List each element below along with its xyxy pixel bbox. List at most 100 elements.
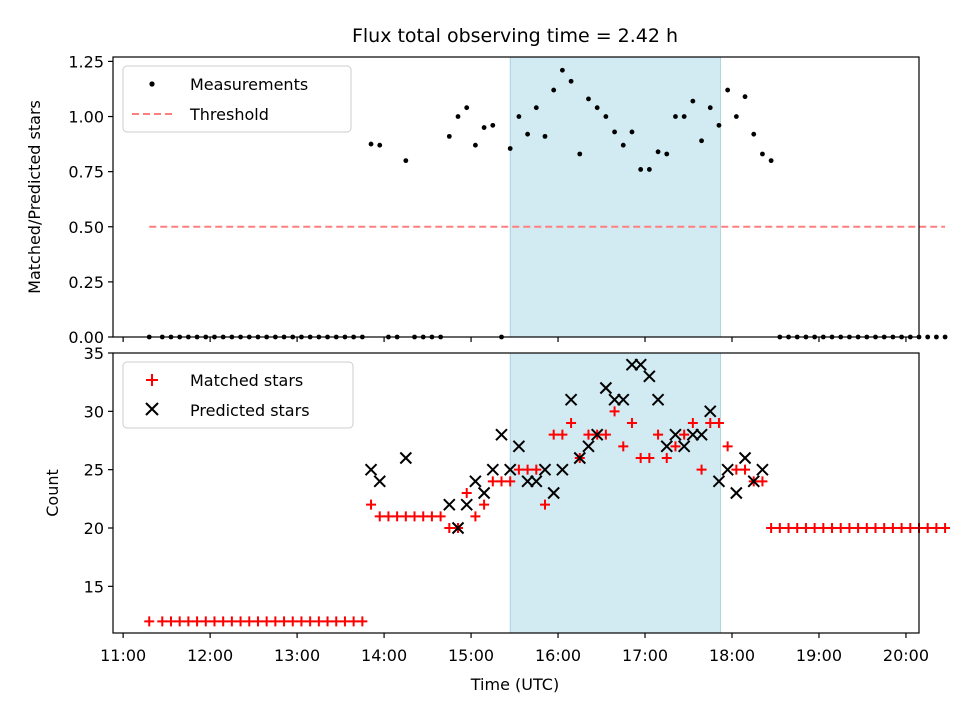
- bottom-legend: Matched stars Predicted stars: [122, 361, 354, 429]
- x-tick-label: 16:00: [535, 646, 581, 665]
- y-tick-label: 0.50: [68, 218, 104, 237]
- predicted-stars-point: [599, 381, 613, 395]
- y-tick-label: 15: [84, 577, 104, 596]
- measurement-point: [603, 114, 609, 119]
- y-tick-label: 0.00: [68, 328, 104, 347]
- matched-stars-point: [740, 464, 751, 475]
- matched-stars-point: [766, 523, 777, 533]
- matched-stars-point: [305, 616, 316, 627]
- measurement-point: [490, 122, 496, 128]
- matched-stars-point: [774, 523, 785, 533]
- matched-stars-point: [165, 616, 176, 627]
- predicted-stars-point: [590, 428, 604, 441]
- predicted-stars-point: [460, 498, 473, 511]
- measurement-point: [681, 114, 687, 119]
- measurement-point: [542, 133, 548, 139]
- predicted-stars-point: [443, 498, 456, 511]
- measurement-point: [525, 131, 530, 137]
- measurement-point: [751, 131, 757, 137]
- matched-stars-point: [357, 616, 368, 627]
- matched-stars-point: [496, 476, 507, 487]
- measurement-point: [377, 142, 383, 148]
- predicted-stars-point: [738, 451, 752, 465]
- measurement-point: [646, 167, 652, 172]
- top-shaded-interval: [509, 56, 721, 338]
- legend-predicted-marker: [145, 402, 159, 416]
- measurement-point: [673, 114, 678, 119]
- matched-stars-point: [679, 429, 690, 440]
- chart-title: Flux total observing time = 2.42 h: [352, 25, 678, 47]
- measurement-point: [455, 114, 461, 119]
- predicted-stars-point: [512, 440, 526, 453]
- top-axes-frame: [112, 56, 920, 338]
- matched-stars-point: [400, 511, 411, 522]
- predicted-stars-point: [530, 475, 543, 488]
- matched-stars-point: [252, 616, 263, 627]
- predicted-stars-point: [712, 475, 726, 488]
- matched-stars-point: [505, 476, 516, 487]
- matched-stars-point: [392, 511, 403, 522]
- matched-stars-point: [661, 453, 672, 463]
- matched-stars-point: [905, 523, 916, 533]
- matched-stars-point: [339, 616, 350, 627]
- measurement-point: [577, 151, 583, 157]
- matched-stars-point: [670, 441, 681, 452]
- predicted-stars-point: [547, 486, 560, 500]
- x-tick-label: 20:00: [883, 646, 929, 665]
- matched-stars-point: [287, 616, 298, 627]
- matched-stars-point: [331, 616, 342, 627]
- matched-stars-point: [313, 616, 324, 627]
- predicted-stars-point: [399, 451, 413, 465]
- measurement-point: [707, 105, 713, 111]
- y-tick-label: 1.00: [68, 108, 104, 127]
- matched-stars-point: [279, 616, 290, 627]
- matched-stars-point: [270, 616, 281, 627]
- matched-stars-point: [479, 499, 490, 510]
- matched-stars-point: [809, 523, 820, 533]
- legend-predicted-label: Predicted stars: [190, 401, 310, 420]
- measurement-point: [507, 146, 513, 151]
- matched-stars-point: [183, 616, 194, 627]
- measurement-point: [760, 151, 765, 157]
- x-tick-label: 11:00: [100, 646, 146, 665]
- x-tick-label: 17:00: [622, 646, 668, 665]
- matched-stars-point: [931, 523, 942, 533]
- predicted-stars-point: [573, 451, 586, 465]
- x-tick-label: 18:00: [709, 646, 755, 665]
- predicted-stars-point: [643, 370, 656, 383]
- measurement-point: [446, 133, 452, 139]
- x-tick-label: 14:00: [361, 646, 407, 665]
- x-tick-label: 13:00: [274, 646, 320, 665]
- matched-stars-point: [261, 616, 272, 627]
- bottom-y-axis-label: Count: [43, 469, 62, 517]
- matched-stars-point: [348, 616, 359, 627]
- legend-threshold-label: Threshold: [189, 105, 269, 124]
- bottom-shaded-interval: [509, 352, 721, 634]
- matched-stars-point: [435, 511, 446, 522]
- legend-measurements-label: Measurements: [190, 75, 308, 94]
- matched-stars-point: [444, 523, 455, 533]
- measurement-point: [742, 94, 748, 100]
- matched-stars-point: [418, 511, 429, 522]
- measurement-point: [690, 98, 696, 104]
- matched-stars-point: [644, 453, 655, 463]
- measurement-point: [664, 151, 670, 157]
- matched-stars-point: [687, 418, 698, 428]
- measurement-point: [620, 142, 626, 148]
- matched-stars-point: [635, 453, 646, 463]
- matched-stars-point: [192, 616, 203, 627]
- matched-stars-point: [940, 523, 951, 533]
- measurement-point: [516, 114, 522, 119]
- measurement-point: [473, 142, 478, 148]
- measurement-point: [699, 138, 704, 144]
- legend-matched-marker: [146, 374, 158, 386]
- matched-stars-point: [618, 441, 629, 452]
- measurement-point: [368, 141, 374, 147]
- x-tick-label: 19:00: [796, 646, 842, 665]
- predicted-stars-point: [677, 440, 691, 453]
- matched-stars-point: [896, 523, 907, 533]
- measurement-point: [942, 334, 948, 340]
- measurement-point: [533, 105, 539, 111]
- predicted-stars-point: [730, 486, 743, 500]
